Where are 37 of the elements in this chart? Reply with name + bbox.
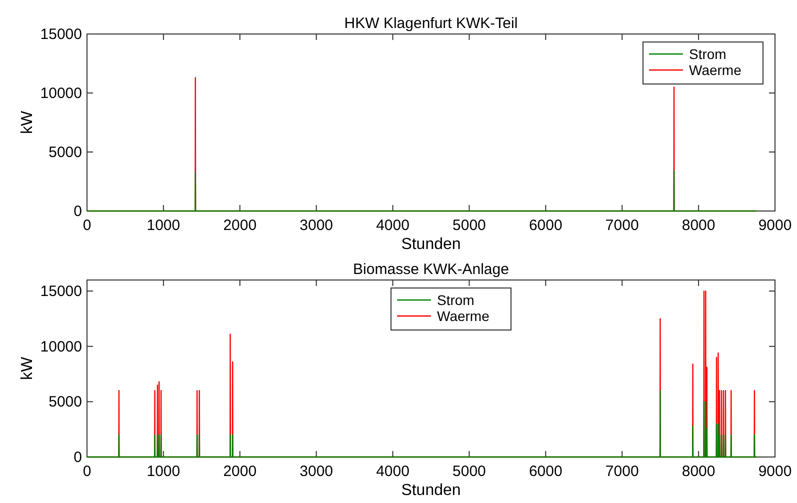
y-axis-title: kW xyxy=(19,356,36,380)
x-tick-label: 1000 xyxy=(146,463,180,480)
y-tick-label: 10000 xyxy=(40,338,82,356)
legend-label: Strom xyxy=(689,46,726,62)
x-tick-label: 2000 xyxy=(223,217,257,234)
legend-label: Waerme xyxy=(437,308,490,324)
x-tick-label: 4000 xyxy=(376,217,410,234)
x-tick-label: 9000 xyxy=(758,463,792,480)
legend-label: Waerme xyxy=(689,62,742,78)
x-tick-label: 6000 xyxy=(528,217,562,234)
x-tick-label: 3000 xyxy=(300,217,334,234)
y-tick-label: 0 xyxy=(74,449,82,466)
legend-label: Strom xyxy=(437,292,474,308)
x-axis-title: Stunden xyxy=(401,482,461,499)
x-tick-label: 8000 xyxy=(682,463,716,480)
y-tick-label: 15000 xyxy=(40,26,82,43)
y-tick-label: 15000 xyxy=(40,283,82,300)
y-tick-label: 0 xyxy=(74,203,82,220)
chart-title: Biomasse KWK-Anlage xyxy=(353,261,509,278)
x-tick-label: 4000 xyxy=(376,463,410,480)
x-tick-label: 8000 xyxy=(682,217,716,234)
x-tick-label: 5000 xyxy=(452,217,486,234)
x-tick-label: 7000 xyxy=(605,463,639,480)
line-series xyxy=(86,390,758,458)
y-axis-title: kW xyxy=(19,110,36,134)
x-tick-label: 9000 xyxy=(758,217,792,234)
x-tick-label: 3000 xyxy=(300,463,334,480)
x-tick-label: 6000 xyxy=(528,463,562,480)
x-tick-label: 5000 xyxy=(452,463,486,480)
x-tick-label: 2000 xyxy=(223,463,257,480)
x-tick-label: 1000 xyxy=(146,217,180,234)
y-tick-label: 5000 xyxy=(48,394,82,411)
x-axis-title: Stunden xyxy=(401,236,461,253)
y-tick-label: 10000 xyxy=(40,85,82,102)
y-tick-label: 5000 xyxy=(48,144,82,161)
chart-title: HKW Klagenfurt KWK-Teil xyxy=(344,15,518,32)
x-tick-label: 7000 xyxy=(605,217,639,234)
